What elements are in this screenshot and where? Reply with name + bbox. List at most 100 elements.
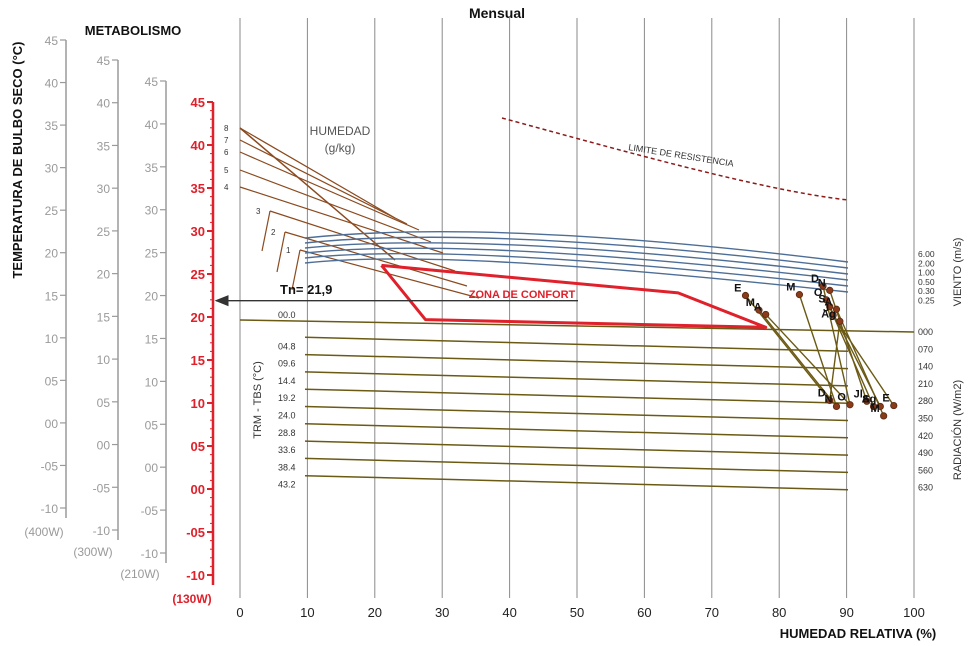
month-label-lower-6: E [882, 393, 889, 405]
temperature-scales: 45 40 35 30 25 20 15 10 05 00 -05 -10 (400W) 45 40 35 30… [24, 34, 215, 606]
comfort-zone-outline [380, 263, 768, 329]
humidity-line-3 [269, 210, 456, 272]
month-link-8 [829, 321, 841, 401]
humidity-tick-label-4: 4 [224, 183, 229, 192]
humidity-line-7 [239, 139, 408, 225]
radiation-tick-label-420: 420 [918, 431, 933, 441]
neutral-temperature-label: Tn= 21,9 [280, 282, 332, 297]
temperature-tick-label-1--10: -10 [93, 524, 111, 538]
x-tick-label-70: 70 [705, 605, 719, 620]
metabolism-scale-label-0: (400W) [24, 525, 63, 539]
temperature-tick-label-0-35: 35 [45, 119, 59, 133]
x-tick-label-30: 30 [435, 605, 449, 620]
radiation-tick-label-630: 630 [918, 483, 933, 493]
trm-line-9 [304, 474, 849, 491]
temperature-tick-label-1-00: 00 [97, 439, 111, 453]
temperature-tick-label-1-30: 30 [97, 182, 111, 196]
temperature-tick-label-3-20: 20 [191, 310, 205, 325]
trm-tick-label-5: 24.0 [278, 411, 296, 421]
trm-tick-label-1: 04.8 [278, 341, 296, 351]
month-point-upper-7 [832, 305, 841, 313]
temperature-tick-label-2-30: 30 [145, 204, 159, 218]
comfort-zone-label: ZONA DE CONFORT [469, 289, 576, 301]
radiation-tick-label-070: 070 [918, 344, 933, 354]
humidity-tick-label-6: 6 [224, 148, 229, 157]
trm-tick-label-6: 28.8 [278, 428, 296, 438]
wind-tick-label-6.00: 6.00 [918, 249, 935, 259]
month-label-upper-9: M [746, 297, 755, 309]
trm-tick-label-0: 00.0 [278, 310, 296, 320]
month-label-lower-4: S [862, 393, 869, 405]
month-point-lower-5 [876, 402, 884, 411]
month-point-lower-0 [826, 396, 834, 405]
resistance-limit [501, 117, 849, 201]
wind-tick-label-2.00: 2.00 [918, 258, 935, 268]
temperature-tick-label-3--05: -05 [186, 525, 205, 540]
temperature-tick-label-2--05: -05 [141, 504, 159, 518]
temperature-tick-label-1-25: 25 [97, 225, 111, 239]
trm-line-0 [239, 319, 915, 333]
radiation-tick-label-140: 140 [918, 362, 933, 372]
month-label-upper-10: A [754, 301, 762, 313]
temperature-tick-label-2-10: 10 [145, 375, 159, 389]
x-tick-label-40: 40 [502, 605, 516, 620]
month-label-lower-1: N [825, 393, 833, 405]
wind-curve-4 [304, 252, 849, 287]
y-axis-title: TEMPERATURA DE BULBO SECO (°C) [10, 41, 25, 278]
temperature-tick-label-2--10: -10 [141, 547, 159, 561]
wind-curve-5 [304, 258, 849, 293]
trm-tick-label-3: 14.4 [278, 376, 296, 386]
month-label-lower-0: D [818, 387, 826, 399]
month-point-upper-10 [762, 310, 770, 319]
month-label-upper-3: N [818, 277, 826, 289]
temperature-tick-label-0-30: 30 [45, 162, 59, 176]
temperature-tick-label-2-20: 20 [145, 290, 159, 304]
month-point-upper-3 [826, 286, 834, 294]
month-label-upper-5: S [818, 294, 825, 306]
humidity-label-line2: (g/kg) [325, 141, 356, 155]
temperature-tick-label-0-45: 45 [45, 34, 59, 48]
wind-curve-3 [304, 247, 849, 281]
metabolism-scale-label-2: (210W) [120, 567, 159, 581]
resistance-label: LIMITE DE RESISTENCIA [628, 142, 735, 169]
radiation-tick-label-350: 350 [918, 414, 933, 424]
month-point-upper-5 [826, 303, 834, 311]
x-tick-label-10: 10 [300, 605, 314, 620]
temperature-tick-label-2-35: 35 [145, 161, 159, 175]
temperature-tick-label-1-40: 40 [97, 97, 111, 111]
temperature-tick-label-3-25: 25 [191, 267, 205, 282]
temperature-tick-label-3-40: 40 [191, 138, 205, 153]
trm-line-6 [304, 423, 849, 439]
month-point-upper-2 [819, 282, 827, 290]
month-point-upper-1 [795, 291, 804, 299]
temperature-tick-label-0--10: -10 [41, 502, 59, 516]
month-label-lower-3: Jl [854, 388, 863, 400]
month-link-6 [832, 314, 895, 406]
temperature-tick-label-3-30: 30 [191, 224, 205, 239]
month-point-lower-7 [880, 412, 888, 420]
x-tick-label-60: 60 [637, 605, 651, 620]
month-label-upper-4: O [814, 287, 823, 299]
radiation-tick-label-210: 210 [918, 379, 933, 389]
trm-line-2 [304, 353, 849, 370]
wind-axis-label: VIENTO (m/s) [952, 238, 964, 307]
temperature-tick-label-0-10: 10 [45, 332, 59, 346]
trm-line-8 [304, 457, 849, 474]
radiation-tick-label-000: 000 [918, 327, 933, 337]
month-label-upper-0: E [734, 283, 741, 295]
temperature-tick-label-1-35: 35 [97, 139, 111, 153]
x-tick-label-90: 90 [839, 605, 853, 620]
month-label-upper-7: A [825, 296, 833, 308]
month-link-10 [765, 313, 851, 406]
temperature-tick-label-1--05: -05 [93, 481, 111, 495]
trm-tick-label-7: 33.6 [278, 445, 296, 455]
temperature-tick-label-3--10: -10 [186, 568, 205, 583]
month-point-upper-4 [822, 296, 830, 304]
x-axis-title: HUMEDAD RELATIVA (%) [780, 626, 936, 641]
humidity-tick-label-3: 3 [256, 207, 261, 216]
metabolism-scale-label-3: (130W) [172, 592, 211, 606]
temperature-tick-label-3-10: 10 [191, 396, 205, 411]
